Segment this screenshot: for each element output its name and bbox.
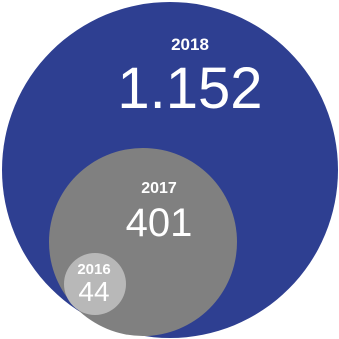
bubble-2018-value-label: 1.152 — [117, 56, 262, 121]
bubble-2017-year-label: 2017 — [141, 180, 177, 197]
bubble-2016 — [64, 253, 126, 315]
bubble-2016-value-label: 44 — [78, 276, 109, 307]
bubble-2017-value-label: 401 — [126, 201, 193, 245]
bubble-2018-year-label: 2018 — [171, 35, 209, 54]
bubble-2016-year-label: 2016 — [77, 261, 110, 278]
